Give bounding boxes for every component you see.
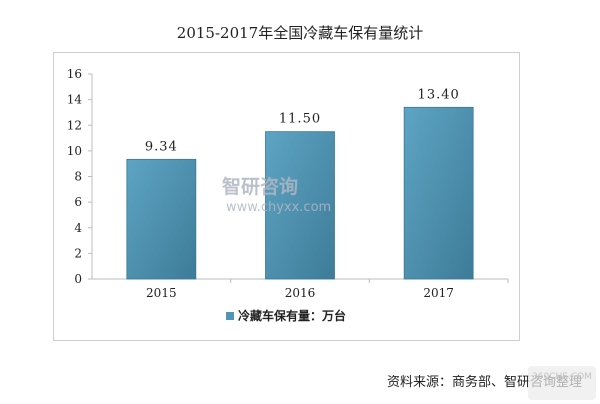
y-tick-label: 4 (74, 221, 82, 235)
bar-2015 (126, 158, 197, 280)
y-tick-label: 16 (67, 67, 82, 81)
site-watermark: 360CHE.COM (528, 366, 596, 400)
y-tick-label: 10 (67, 144, 82, 158)
bar-2017 (403, 106, 474, 280)
legend-swatch (226, 312, 234, 320)
x-tick-label-2015: 2015 (146, 286, 177, 300)
chart-frame (53, 52, 520, 341)
y-tick-label: 0 (74, 272, 82, 286)
chart-title: 2015-2017年全国冷藏车保有量统计 (176, 24, 424, 42)
watermark-url: www.chyxx.com (226, 200, 332, 215)
watermark-logo: 智研咨询 (222, 176, 299, 198)
y-tick-label: 12 (67, 118, 82, 132)
y-tick-label: 6 (74, 195, 82, 209)
y-tick-label: 2 (74, 246, 82, 260)
y-tick-label: 14 (67, 93, 83, 107)
x-tick-label-2016: 2016 (285, 286, 316, 300)
bar-2016 (265, 131, 335, 280)
data-label-2017: 13.40 (418, 87, 460, 102)
data-label-2015: 9.34 (145, 139, 178, 154)
legend-label: 冷藏车保有量：万台 (238, 308, 346, 323)
y-tick-label: 8 (74, 170, 82, 184)
x-tick-label-2017: 2017 (423, 286, 454, 300)
data-label-2016: 11.50 (279, 112, 321, 127)
site-watermark-text: 360CHE.COM (532, 372, 592, 382)
